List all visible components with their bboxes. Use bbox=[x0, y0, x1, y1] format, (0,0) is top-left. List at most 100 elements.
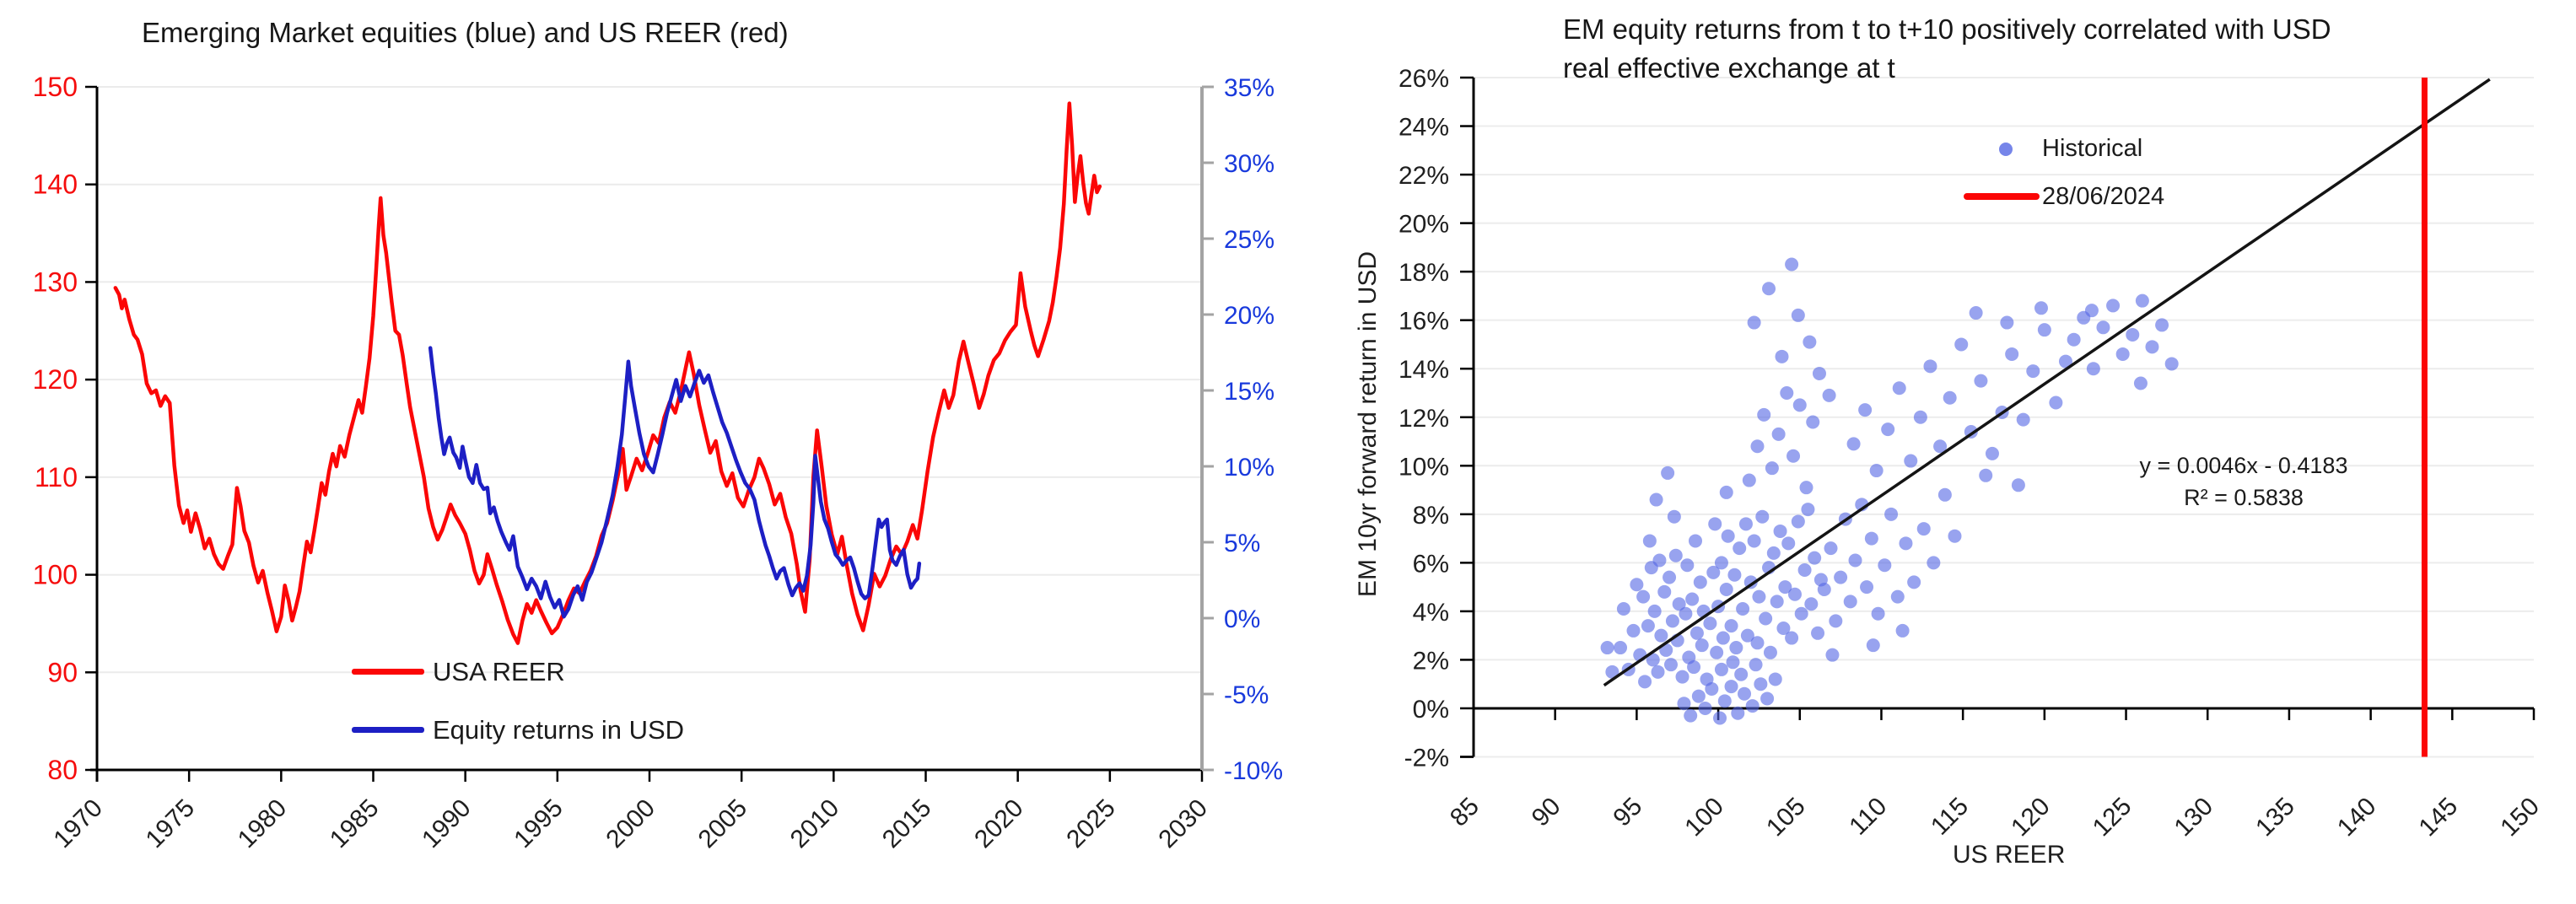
scatter-points bbox=[1600, 257, 2179, 725]
scatter-x-tick-label: 105 bbox=[1761, 793, 1811, 842]
left-axis-tick-label: 80 bbox=[47, 755, 78, 785]
scatter-y-tick-label: 14% bbox=[1398, 356, 1449, 384]
scatter-point bbox=[1729, 641, 1743, 655]
left-x-tick-label: 2005 bbox=[693, 794, 753, 854]
scatter-point bbox=[1881, 422, 1895, 437]
scatter-point bbox=[1878, 558, 1892, 573]
scatter-y-tick-label: 2% bbox=[1413, 647, 1449, 675]
scatter-point bbox=[1866, 638, 1880, 653]
scatter-x-tick-label: 140 bbox=[2332, 793, 2382, 842]
scatter-point bbox=[2135, 293, 2149, 308]
scatter-y-tick-label: 16% bbox=[1398, 308, 1449, 336]
scatter-point bbox=[1766, 546, 1781, 560]
scatter-point bbox=[1698, 701, 1712, 715]
left-x-tick-label: 1970 bbox=[48, 794, 108, 854]
right-axis-tick-label: 35% bbox=[1224, 74, 1275, 102]
right-axis-tick-label: 10% bbox=[1224, 454, 1275, 482]
scatter-point bbox=[1817, 583, 1831, 597]
scatter-point bbox=[1679, 606, 1693, 621]
scatter-y-tick-label: -2% bbox=[1404, 745, 1449, 772]
scatter-point bbox=[2034, 301, 2048, 315]
scatter-point bbox=[1689, 626, 1704, 640]
scatter-point bbox=[1864, 531, 1878, 546]
scatter-point bbox=[1778, 580, 1792, 595]
scatter-point bbox=[1846, 437, 1861, 451]
scatter-point bbox=[1797, 562, 1812, 577]
scatter-point bbox=[1630, 578, 1644, 592]
scatter-point bbox=[2067, 332, 2081, 347]
scatter-point bbox=[1904, 454, 1918, 468]
scatter-point bbox=[1716, 631, 1730, 645]
scatter-point bbox=[1907, 575, 1921, 589]
trend-r-squared: R² = 0.5838 bbox=[2184, 485, 2304, 510]
scatter-x-tick-label: 90 bbox=[1527, 793, 1566, 832]
scatter-point bbox=[1771, 427, 1786, 441]
scatter-point bbox=[1773, 524, 1787, 538]
scatter-point bbox=[1663, 658, 1678, 672]
scatter-point bbox=[1736, 602, 1750, 616]
scatter-point bbox=[1803, 335, 1817, 349]
scatter-point bbox=[1954, 337, 1969, 352]
scatter-point bbox=[1703, 616, 1717, 631]
scatter-point bbox=[2011, 478, 2025, 492]
scatter-y-tick-label: 6% bbox=[1413, 550, 1449, 578]
scatter-point bbox=[1969, 306, 1983, 320]
scatter-point bbox=[2145, 340, 2159, 354]
right-chart-title-line1: EM equity returns from t to t+10 positiv… bbox=[1563, 13, 2331, 45]
scatter-y-axis-title: EM 10yr forward return in USD bbox=[1354, 250, 1382, 598]
scatter-point bbox=[1706, 565, 1721, 579]
historical-legend-dot-icon bbox=[1999, 143, 2013, 156]
scatter-point bbox=[1626, 623, 1641, 638]
scatter-point bbox=[1763, 645, 1777, 659]
scatter-point bbox=[1923, 359, 1937, 374]
scatter-point bbox=[1654, 628, 1668, 643]
scatter-x-tick-label: 145 bbox=[2414, 793, 2464, 842]
scatter-x-tick-label: 150 bbox=[2495, 793, 2545, 842]
left-axis-tick-label: 150 bbox=[33, 72, 78, 102]
scatter-point bbox=[1726, 655, 1740, 670]
scatter-x-axis-title: US REER bbox=[1953, 841, 2066, 869]
scatter-point bbox=[1943, 390, 1957, 405]
scatter-point bbox=[1667, 509, 1681, 524]
scatter-point bbox=[1786, 449, 1801, 463]
left-x-tick-label: 1980 bbox=[233, 794, 293, 854]
scatter-point bbox=[1811, 626, 1825, 640]
scatter-point bbox=[1892, 381, 1906, 396]
left-x-tick-label: 2020 bbox=[969, 794, 1029, 854]
scatter-point bbox=[1974, 374, 1988, 388]
scatter-point bbox=[1890, 589, 1905, 604]
scatter-point bbox=[1693, 575, 1707, 589]
scatter-point bbox=[1794, 606, 1808, 621]
marker-date-legend-label: 28/06/2024 bbox=[2042, 183, 2165, 210]
scatter-point bbox=[2037, 323, 2051, 337]
left-axis-tick-label: 140 bbox=[33, 170, 78, 200]
scatter-point bbox=[1638, 675, 1652, 689]
scatter-point bbox=[1747, 315, 1761, 330]
left-x-tick-label: 2015 bbox=[877, 794, 937, 854]
scatter-point bbox=[1647, 604, 1662, 618]
scatter-point bbox=[1825, 648, 1840, 662]
scatter-point bbox=[1710, 645, 1724, 659]
left-x-tick-label: 1975 bbox=[141, 794, 201, 854]
scatter-point bbox=[1665, 614, 1679, 628]
scatter-point bbox=[1747, 534, 1761, 548]
scatter-point bbox=[1727, 568, 1742, 582]
scatter-point bbox=[2096, 320, 2110, 335]
scatter-point bbox=[1663, 570, 1677, 584]
scatter-y-tick-label: 26% bbox=[1398, 65, 1449, 93]
scatter-point bbox=[1791, 514, 1805, 529]
scatter-y-tick-label: 20% bbox=[1398, 211, 1449, 239]
scatter-point bbox=[1750, 439, 1765, 454]
scatter-point bbox=[1760, 691, 1775, 706]
scatter-point bbox=[1948, 529, 1962, 543]
equity-returns-line bbox=[428, 346, 922, 619]
left-axis-tick-label: 90 bbox=[47, 657, 78, 687]
scatter-point bbox=[1860, 580, 1874, 595]
scatter-point bbox=[1680, 558, 1695, 573]
scatter-point bbox=[1937, 487, 1952, 502]
scatter-point bbox=[1646, 653, 1660, 667]
usa-reer-legend-label: USA REER bbox=[433, 657, 565, 686]
scatter-point bbox=[1933, 439, 1948, 454]
scatter-point bbox=[1687, 660, 1701, 675]
scatter-point bbox=[1916, 522, 1931, 536]
